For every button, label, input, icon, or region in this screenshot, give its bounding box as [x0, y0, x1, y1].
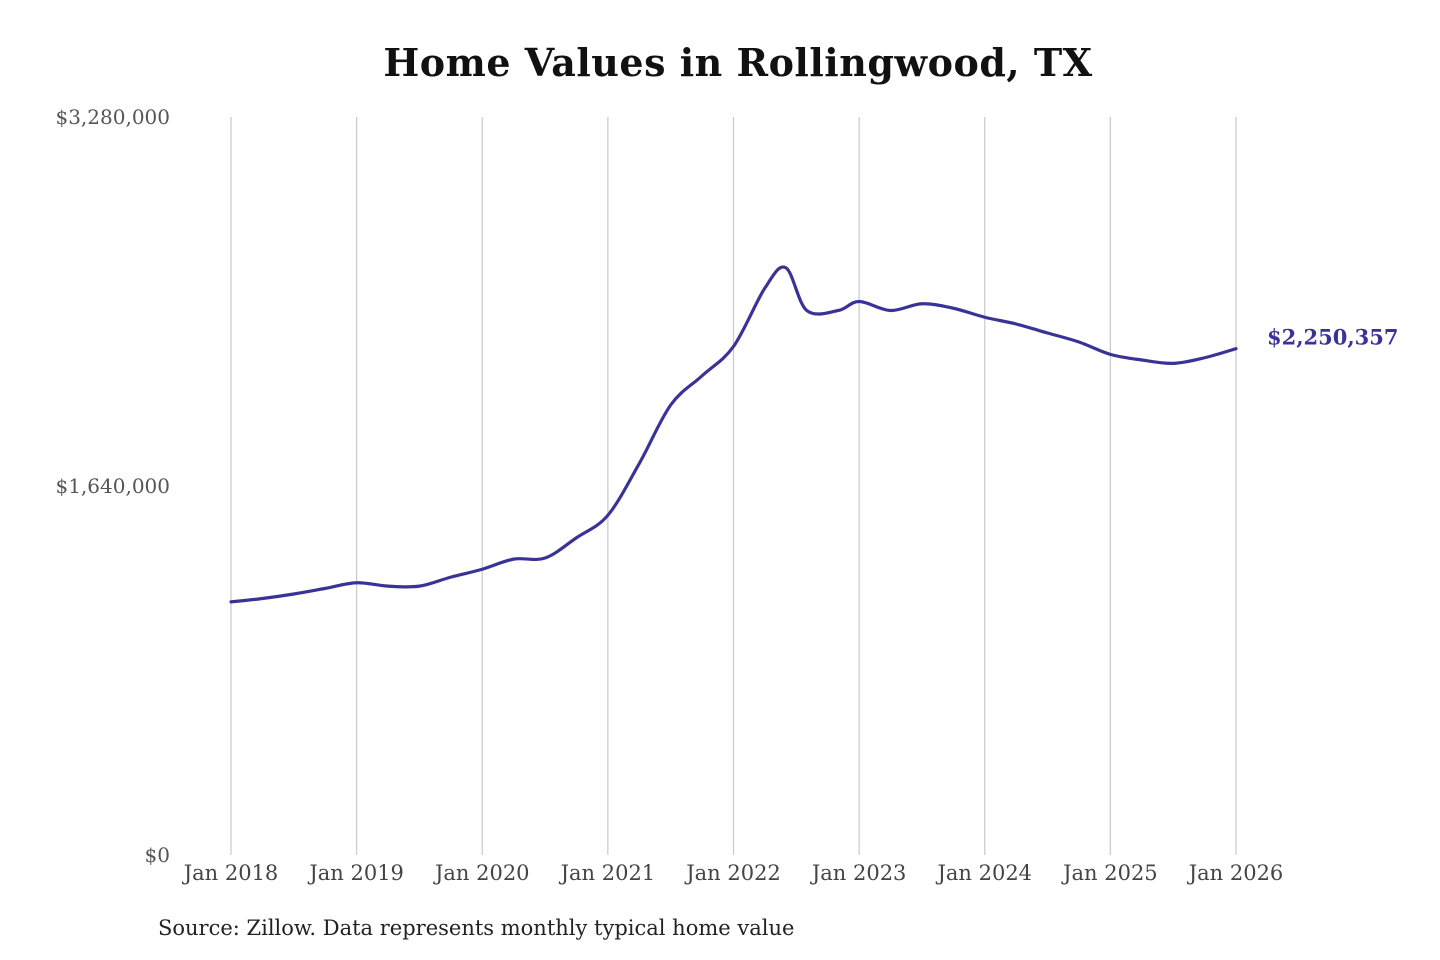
- series-line: [229, 265, 1238, 604]
- gridlines: [230, 117, 1237, 855]
- x-tick-label: Jan 2022: [684, 861, 781, 885]
- x-tick-label: Jan 2019: [307, 861, 404, 885]
- end-value-label: $2,250,357: [1267, 325, 1399, 350]
- x-tick-label: Jan 2021: [559, 861, 656, 885]
- x-axis: Jan 2018 Jan 2019 Jan 2020 Jan 2021 Jan 2022…: [182, 861, 1284, 885]
- x-tick-label: Jan 2018: [182, 861, 279, 885]
- x-tick-label: Jan 2025: [1061, 861, 1158, 885]
- x-tick-label: Jan 2026: [1187, 861, 1284, 885]
- annotations: $2,250,357: [1267, 325, 1399, 350]
- y-tick-label: $1,640,000: [55, 474, 170, 498]
- chart-title: Home Values in Rollingwood, TX: [383, 40, 1093, 85]
- y-tick-label: $0: [145, 843, 170, 867]
- series-layer: [229, 265, 1238, 604]
- x-tick-label: Jan 2023: [810, 861, 907, 885]
- y-tick-label: $3,280,000: [55, 105, 170, 129]
- x-tick-label: Jan 2024: [935, 861, 1032, 885]
- source-note: Source: Zillow. Data represents monthly …: [158, 916, 795, 940]
- y-axis: $0 $1,640,000 $3,280,000: [55, 105, 170, 867]
- x-tick-label: Jan 2020: [433, 861, 530, 885]
